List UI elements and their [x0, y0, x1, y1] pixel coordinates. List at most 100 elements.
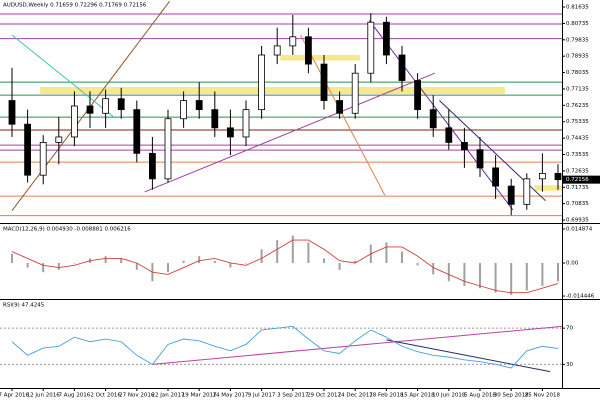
candle-body: [398, 54, 406, 81]
candle-body: [476, 149, 484, 169]
candle-body: [414, 80, 422, 111]
macd-bar: [135, 262, 138, 270]
x-tick-label: 7 Aug 2016: [59, 393, 91, 399]
y-tick-label: 0.00: [566, 260, 579, 266]
trend-line: [368, 20, 514, 211]
x-tick-label: 17 Apr 2016: [0, 393, 30, 399]
y-tick-label: 0.78935: [566, 54, 589, 60]
candle-body: [195, 100, 203, 111]
candle-body: [554, 172, 562, 181]
rsi-title: RSI(9) 47.4245: [3, 303, 45, 309]
x-tick-label: 30 Sep 2018: [494, 393, 529, 399]
candle-body: [539, 172, 546, 180]
trend-line: [152, 325, 563, 365]
macd-bar: [182, 260, 185, 263]
macd-bar: [432, 262, 435, 275]
x-tick-label: 2 Oct 2016: [90, 393, 121, 399]
candle-body: [117, 98, 125, 111]
y-tick-label: 0.70835: [566, 201, 589, 207]
signal-line: [11, 239, 559, 294]
x-tick-label: 10 Jun 2018: [432, 393, 466, 399]
macd-bar: [323, 258, 325, 263]
macd-bar: [245, 262, 247, 264]
macd-bar: [401, 251, 403, 263]
candle-body: [148, 152, 156, 180]
candle-body: [55, 136, 63, 143]
y-tick-label: 70: [566, 326, 573, 332]
trend-line: [300, 34, 386, 196]
main-title: AUDUSD,Weekly 0.71659 0.72296 0.71769 0.…: [3, 3, 147, 9]
macd-bar: [385, 242, 388, 263]
trend-line: [386, 339, 551, 373]
macd-bar: [291, 235, 294, 263]
macd-title: MACD(12,26,9) 0.004930 -0.008881 0.00621…: [3, 227, 131, 233]
candle-body: [258, 54, 266, 111]
macd-bar: [354, 260, 357, 263]
macd-bar: [120, 258, 123, 263]
y-tick-label: 0.77135: [566, 86, 589, 92]
candle-body: [304, 36, 312, 65]
macd-bar: [229, 262, 232, 268]
macd-bar: [11, 253, 13, 263]
macd-bar: [26, 262, 29, 268]
macd-bar: [510, 262, 513, 296]
macd-bar: [260, 249, 263, 263]
candle-body: [24, 123, 32, 176]
x-tick-label: 27 Nov 2016: [119, 393, 155, 399]
candle-body: [226, 127, 234, 138]
macd-bar: [541, 262, 544, 286]
y-tick-label: 0.81635: [566, 5, 589, 11]
y-tick-label: 0.014874: [566, 226, 593, 232]
x-tick-label: 18 Feb 2018: [369, 393, 404, 399]
macd-bar: [73, 262, 76, 264]
macd-bar: [525, 262, 528, 291]
x-tick-label: 24 Dec 2017: [338, 393, 374, 399]
y-tick-label: 0.75335: [566, 119, 589, 125]
x-tick-label: 9 Jul 2017: [248, 393, 276, 399]
candle-body: [71, 105, 78, 138]
candle-body: [180, 100, 188, 120]
macd-bar: [447, 262, 450, 282]
candle-body: [86, 105, 94, 114]
macd-bar: [557, 262, 559, 282]
candle-body: [273, 45, 281, 56]
candle-body: [320, 63, 328, 101]
macd-bar: [167, 262, 169, 273]
x-tick-label: 3 Sep 2017: [277, 393, 309, 399]
macd-bar: [42, 262, 45, 273]
candle-body: [211, 109, 219, 129]
candle-body: [507, 185, 515, 205]
macd-bar: [463, 262, 466, 286]
macd-bar: [276, 240, 279, 263]
macd-bar: [104, 256, 107, 263]
y-tick-label: 30: [566, 362, 573, 368]
macd-bar: [494, 262, 497, 293]
y-tick-label: 0.78035: [566, 70, 589, 76]
candle-body: [242, 109, 250, 138]
y-tick-label: 0.76235: [566, 103, 589, 109]
y-tick-label: -0.014446: [566, 294, 595, 300]
rsi-line: [11, 325, 559, 369]
zone: [534, 185, 562, 191]
candle-body: [492, 167, 500, 187]
current-price: 0.72156: [566, 177, 589, 183]
candle-body: [102, 98, 109, 114]
candle-body: [429, 109, 437, 129]
y-tick-label: 0.80735: [566, 21, 589, 27]
macd-bar: [213, 260, 216, 263]
y-tick-label: 0.73535: [566, 152, 589, 158]
candle-body: [382, 21, 390, 56]
candle-body: [336, 100, 344, 114]
candle-body: [445, 127, 453, 143]
macd-bar: [307, 242, 310, 263]
x-tick-label: 15 Apr 2018: [401, 393, 436, 399]
macd-bar: [57, 262, 60, 270]
y-tick-label: 0.71735: [566, 185, 589, 191]
candle-body: [523, 178, 531, 205]
macd-bar: [479, 262, 481, 289]
y-tick-label: 0.69935: [566, 218, 589, 224]
x-tick-label: 14 May 2017: [212, 393, 248, 399]
macd-bar: [416, 262, 419, 266]
